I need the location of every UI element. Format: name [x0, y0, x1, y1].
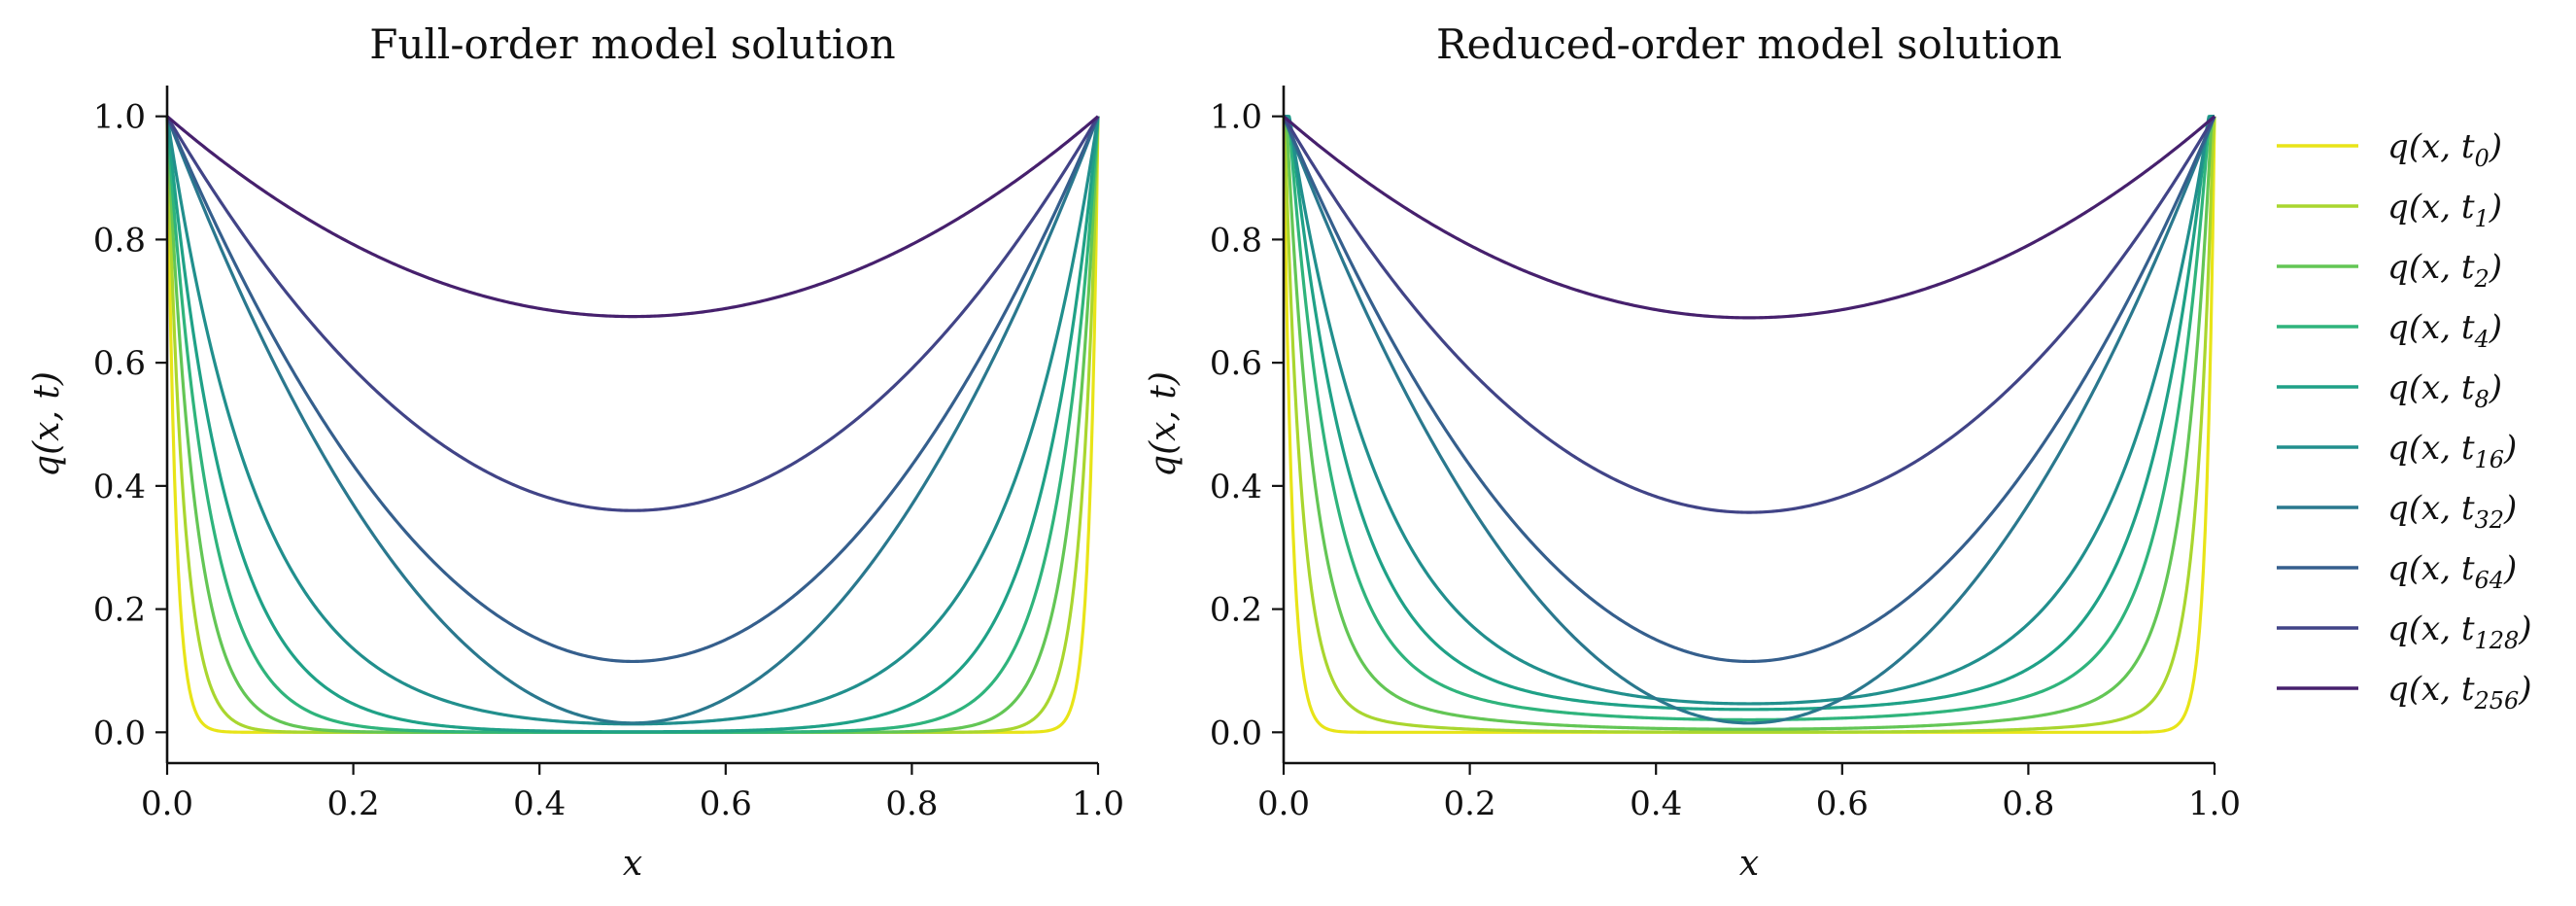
- legend: q(x, t0) q(x, t1) q(x, t2) q(x, t4) q(x, t8)…: [2277, 127, 2532, 714]
- x-tick-label: 0.4: [513, 784, 566, 823]
- series-line-q-x-t16-: [1284, 115, 2215, 706]
- panel-1: 0.0 0.2 0.4 0.6 0.8 1.0 0.0 0.2 0.4 0.6 0.8 1.0 Full…: [27, 20, 1124, 884]
- y-tick-label: 0.2: [93, 591, 146, 630]
- legend-entry: q(x, t64): [2277, 549, 2517, 594]
- legend-entry: q(x, t4): [2277, 308, 2502, 353]
- series-line-q-x-t32-: [165, 116, 1100, 725]
- legend-entry: q(x, t1): [2277, 188, 2502, 232]
- series-line-q-x-t64-: [1282, 116, 2216, 664]
- legend-label: q(x, t0): [2387, 127, 2502, 172]
- y-tick-label: 1.0: [1210, 98, 1262, 137]
- y-tick-label: 0.6: [93, 344, 146, 383]
- x-axis-label: x: [623, 844, 642, 884]
- x-tick-label: 0.2: [1444, 784, 1496, 823]
- chart-title: Reduced-order model solution: [1436, 20, 2062, 68]
- y-tick-label: 0.4: [1210, 468, 1262, 506]
- series-line-q-x-t8-: [1284, 115, 2215, 712]
- y-axis-label: q(x, t): [27, 371, 67, 477]
- series-line-q-x-t4-: [1284, 115, 2215, 722]
- chart-title: Full-order model solution: [369, 20, 895, 68]
- legend-entry: q(x, t8): [2277, 368, 2502, 413]
- legend-label: q(x, t4): [2387, 308, 2502, 353]
- legend-label: q(x, t1): [2387, 188, 2502, 232]
- y-tick-label: 0.2: [1210, 591, 1262, 630]
- legend-entry: q(x, t32): [2277, 489, 2517, 534]
- x-tick-label: 0.6: [700, 784, 752, 823]
- y-tick-label: 0.8: [93, 221, 146, 260]
- legend-label: q(x, t32): [2387, 489, 2517, 534]
- series-line-q-x-t8-: [165, 116, 1100, 734]
- series-line-q-x-t1-: [1282, 116, 2216, 734]
- legend-label: q(x, t256): [2387, 670, 2532, 714]
- legend-entry: q(x, t16): [2277, 429, 2517, 473]
- legend-label: q(x, t2): [2387, 248, 2502, 293]
- y-axis-label: q(x, t): [1144, 371, 1184, 477]
- x-tick-label: 0.6: [1816, 784, 1869, 823]
- series-line-q-x-t32-: [1282, 116, 2216, 725]
- legend-entry: q(x, t0): [2277, 127, 2502, 172]
- x-tick-label: 1.0: [1072, 784, 1124, 823]
- panel-2: 0.0 0.2 0.4 0.6 0.8 1.0 0.0 0.2 0.4 0.6 0.8 1.0 Redu…: [1144, 20, 2241, 884]
- series-line-q-x-t128-: [1282, 115, 2216, 514]
- y-tick-label: 0.0: [93, 714, 146, 752]
- legend-entry: q(x, t128): [2277, 610, 2532, 654]
- y-tick-label: 0.8: [1210, 221, 1262, 260]
- x-tick-label: 0.0: [1257, 784, 1310, 823]
- legend-label: q(x, t128): [2387, 610, 2532, 654]
- x-tick-label: 0.8: [885, 784, 938, 823]
- series-line-q-x-t256-: [165, 115, 1100, 319]
- x-axis-label: x: [1739, 844, 1759, 884]
- series-line-q-x-t64-: [165, 116, 1100, 664]
- y-tick-label: 0.6: [1210, 344, 1262, 383]
- legend-entry: q(x, t256): [2277, 670, 2532, 714]
- legend-entry: q(x, t2): [2277, 248, 2502, 293]
- x-tick-label: 0.4: [1630, 784, 1682, 823]
- series-line-q-x-t128-: [165, 115, 1100, 512]
- y-tick-label: 0.0: [1210, 714, 1262, 752]
- y-tick-label: 1.0: [93, 98, 146, 137]
- series-line-q-x-t256-: [1282, 115, 2216, 320]
- x-tick-label: 0.8: [2002, 784, 2054, 823]
- series-line-q-x-t16-: [165, 116, 1100, 726]
- x-tick-label: 1.0: [2188, 784, 2241, 823]
- y-tick-label: 0.4: [93, 468, 146, 506]
- legend-label: q(x, t16): [2387, 429, 2517, 473]
- legend-label: q(x, t8): [2387, 368, 2502, 413]
- series-line-q-x-t2-: [1284, 115, 2215, 731]
- x-tick-label: 0.0: [141, 784, 193, 823]
- x-tick-label: 0.2: [327, 784, 380, 823]
- legend-label: q(x, t64): [2387, 549, 2517, 594]
